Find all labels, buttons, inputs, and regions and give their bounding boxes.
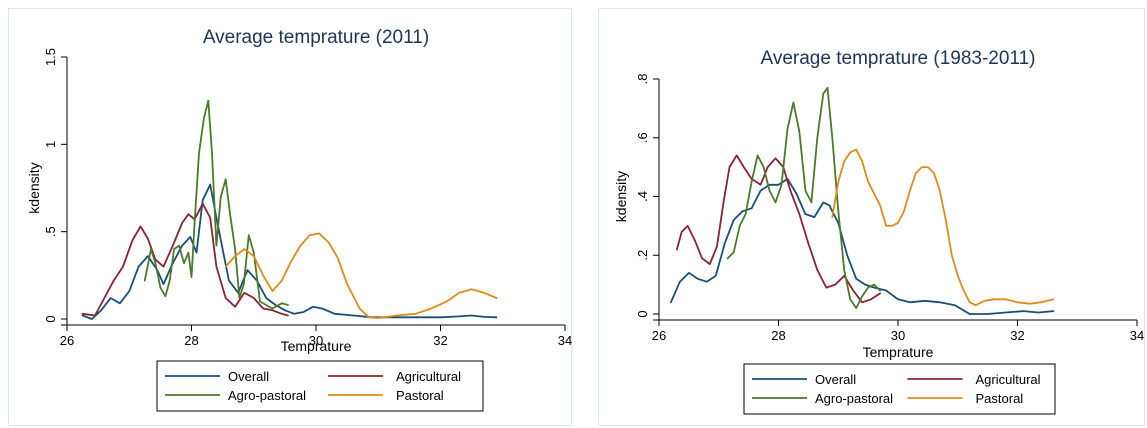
x-tick-label: 32 [1010,328,1024,343]
y-tick-label: .6 [635,132,650,143]
series-line-agro-pastoral [726,86,882,310]
legend-box [743,363,1056,415]
series-group [81,99,498,320]
series-group [670,86,1055,315]
x-axis-label: Temprature [281,338,352,354]
x-tick-label: 30 [891,328,905,343]
legend: Overall Agricultural Agro-pastoral Pastoral [156,360,484,412]
x-tick-label: 34 [1130,328,1144,343]
y-tick-label: .2 [635,250,650,261]
y-tick-label: 1 [43,141,58,148]
legend-label-agricultural: Agricultural [396,369,461,384]
series-line-overall [81,183,498,320]
legend-label-agricultural: Agricultural [976,372,1041,387]
legend-label-agro-pastoral: Agro-pastoral [815,391,893,406]
x-axis-label: Temprature [863,344,934,360]
chart-panel-2011: Average temprature (2011) 26 28 30 32 34 0 .5 1 1… [8,8,573,426]
density-chart-1983-2011: Average temprature (1983-2011) 26 28 30 32 34… [613,48,1144,415]
y-tick-label: 0 [635,310,650,317]
legend-label-overall: Overall [815,372,856,387]
legend-label-agro-pastoral: Agro-pastoral [228,388,306,403]
legend-box [156,360,484,412]
x-tick-label: 34 [558,333,572,348]
y-tick-label: .8 [635,74,650,85]
chart-title: Average temprature (2011) [203,27,429,48]
y-axis-label: kdensity [26,162,42,213]
legend-label-overall: Overall [228,369,269,384]
y-tick-label: .4 [635,191,650,202]
series-line-pastoral [224,232,498,320]
y-tick-label: 1.5 [43,48,58,66]
legend-label-pastoral: Pastoral [396,388,444,403]
series-line-agricultural [81,202,289,317]
y-tick-label: 0 [43,315,58,322]
series-line-overall [670,177,1055,315]
series-line-agro-pastoral [143,99,289,310]
x-tick-label: 28 [184,333,198,348]
legend: Overall Agricultural Agro-pastoral Pastoral [743,363,1056,415]
chart-panel-1983-2011: Average temprature (1983-2011) 26 28 30 32 34… [590,0,1147,428]
series-line-pastoral [831,148,1055,307]
series-line-agricultural [676,154,882,304]
density-chart-2011: Average temprature (2011) 26 28 30 32 34 0 .5 1 1… [26,27,572,412]
legend-label-pastoral: Pastoral [976,391,1024,406]
chart-title: Average temprature (1983-2011) [761,48,1036,69]
y-tick-label: .5 [43,226,58,237]
x-tick-label: 28 [771,328,785,343]
x-tick-label: 32 [433,333,447,348]
x-tick-label: 26 [652,328,666,343]
y-axis-label: kdensity [613,171,629,222]
x-tick-label: 30 [309,333,323,348]
x-tick-label: 26 [60,333,74,348]
